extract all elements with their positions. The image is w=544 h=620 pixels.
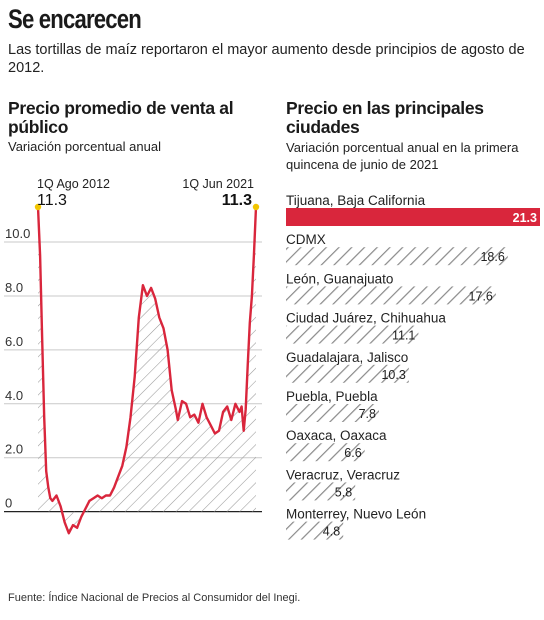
bar — [286, 482, 356, 501]
city-label: Veracruz, Veracruz — [286, 467, 400, 482]
start-point-marker — [34, 203, 42, 211]
bar-value-label: 11.1 — [392, 329, 415, 343]
end-point-marker — [252, 203, 260, 211]
y-tick-label: 2.0 — [5, 442, 23, 457]
bar-value-label: 6.6 — [344, 446, 361, 460]
y-tick-label: 4.0 — [5, 388, 23, 403]
city-label: Tijuana, Baja California — [286, 193, 426, 208]
city-label: Puebla, Puebla — [286, 389, 378, 404]
line-chart-subtitle: Variación porcentual anual — [8, 139, 161, 154]
bar-value-label: 7.8 — [359, 407, 376, 421]
bar-highlight — [286, 208, 540, 226]
city-label: Oaxaca, Oaxaca — [286, 428, 387, 443]
bar-value-label: 18.6 — [480, 250, 504, 264]
start-period-label: 1Q Ago 2012 — [37, 177, 110, 191]
subtitle: Las tortillas de maíz reportaron el mayo… — [8, 42, 525, 76]
start-value-label: 11.3 — [37, 192, 67, 209]
city-label: CDMX — [286, 232, 326, 247]
city-label: Guadalajara, Jalisco — [286, 350, 408, 365]
line-chart-title: Precio promedio de venta al público — [8, 98, 234, 137]
bar-value-label: 17.6 — [469, 289, 493, 303]
end-period-label: 1Q Jun 2021 — [182, 177, 254, 191]
bar — [286, 286, 496, 305]
bar-value-label: 21.3 — [513, 211, 537, 225]
end-value-label: 11.3 — [222, 192, 252, 209]
bar-value-label: 5.8 — [335, 485, 352, 499]
bar-value-label: 4.8 — [323, 525, 340, 539]
bar — [286, 364, 409, 383]
source-note: Fuente: Índice Nacional de Precios al Co… — [8, 592, 301, 604]
y-tick-label: 6.0 — [5, 334, 23, 349]
y-tick-label: 0 — [5, 496, 12, 511]
city-label: León, Guanajuato — [286, 271, 393, 286]
bar-chart-title: Precio en las principales ciudades — [286, 98, 484, 137]
bar-chart: Tijuana, Baja California 21.3 CDMX 18.6 León… — [286, 193, 540, 540]
bar-chart-subtitle: Variación porcentual anual en la primera… — [286, 140, 519, 172]
bar-value-label: 10.3 — [381, 368, 405, 382]
headline: Se encarecen — [8, 4, 142, 34]
y-tick-label: 8.0 — [5, 280, 23, 295]
bar — [286, 325, 419, 344]
series-line — [36, 206, 258, 535]
city-label: Ciudad Juárez, Chihuahua — [286, 311, 446, 326]
area-fill — [38, 207, 256, 534]
bar — [286, 404, 379, 422]
bar — [286, 247, 508, 266]
y-tick-label: 10.0 — [5, 226, 30, 241]
bar — [286, 521, 344, 540]
bar — [286, 443, 365, 462]
city-label: Monterrey, Nuevo León — [286, 507, 426, 522]
